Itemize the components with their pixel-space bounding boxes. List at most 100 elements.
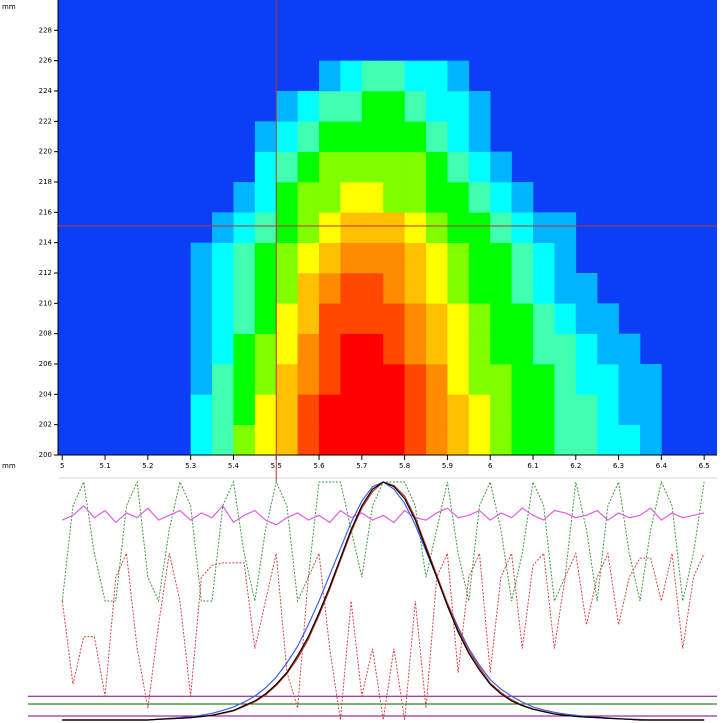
heat-cell — [532, 242, 555, 274]
heat-cell — [190, 242, 213, 274]
heat-cell — [212, 242, 234, 274]
heat-cell — [490, 151, 512, 183]
x-tick-label: 5.9 — [442, 462, 453, 470]
heat-cell — [190, 273, 213, 304]
heat-cell — [276, 242, 298, 274]
heat-cell — [383, 182, 405, 213]
heat-cell — [468, 273, 491, 304]
heat-cell — [639, 424, 662, 456]
heat-cell — [361, 91, 384, 122]
heat-cell — [297, 121, 320, 152]
heat-cell — [554, 212, 577, 243]
heat-cell — [233, 333, 256, 365]
heat-cell — [490, 394, 512, 425]
heat-cell — [468, 91, 491, 122]
heat-cell — [511, 212, 534, 243]
y-tick-label: 218 — [39, 178, 52, 186]
heat-cell — [383, 364, 405, 395]
heat-cell — [511, 333, 534, 365]
heat-cell — [511, 273, 534, 304]
heat-cell — [361, 151, 384, 183]
heat-cell — [404, 121, 427, 152]
heat-cell — [361, 242, 384, 274]
heat-cell — [212, 212, 234, 243]
heat-cell — [383, 121, 405, 152]
x-tick-label: 5.6 — [313, 462, 325, 470]
x-tick-label: 6 — [488, 462, 493, 470]
heat-cell — [254, 424, 277, 456]
heat-cell — [340, 424, 363, 456]
x-tick-label: 5.4 — [228, 462, 240, 470]
heat-cell — [447, 182, 470, 213]
heat-cell — [340, 394, 363, 425]
heat-cell — [511, 394, 534, 425]
heat-cell — [276, 273, 298, 304]
heat-cell — [319, 60, 341, 92]
heat-cell — [361, 273, 384, 304]
heat-cell — [383, 273, 405, 304]
heat-cell — [404, 303, 427, 334]
x-tick-label: 5.1 — [100, 462, 111, 470]
y-tick-label: 210 — [39, 299, 52, 307]
heat-cell — [618, 394, 641, 425]
heat-cell — [468, 151, 491, 183]
heat-cell — [426, 303, 448, 334]
heat-cell — [340, 364, 363, 395]
heat-cell — [468, 121, 491, 152]
y-tick-label: 204 — [39, 390, 53, 398]
heat-cell — [383, 303, 405, 334]
heat-cell — [297, 242, 320, 274]
heat-cell — [447, 364, 470, 395]
heat-cell — [254, 394, 277, 425]
heat-cell — [597, 364, 619, 395]
heat-cell — [254, 303, 277, 334]
heat-cell — [254, 182, 277, 213]
heat-cell — [426, 60, 448, 92]
heat-cell — [618, 333, 641, 365]
heat-cell — [554, 273, 577, 304]
heat-cell — [426, 424, 448, 456]
heat-cell — [340, 151, 363, 183]
heat-cell — [532, 273, 555, 304]
heat-cell — [190, 364, 213, 395]
heat-cell — [597, 303, 619, 334]
y-tick-label: 226 — [39, 57, 53, 65]
heat-cell — [575, 303, 598, 334]
heat-cell — [575, 364, 598, 395]
heat-cell — [447, 242, 470, 274]
heat-cell — [276, 151, 298, 183]
heat-cell — [575, 424, 598, 456]
heat-cell — [490, 424, 512, 456]
heat-cell — [468, 333, 491, 365]
x-tick-label: 6.5 — [699, 462, 710, 470]
heat-cell — [319, 212, 341, 243]
heat-cell — [297, 333, 320, 365]
heat-cell — [212, 424, 234, 456]
heat-cell — [426, 151, 448, 183]
heat-cell — [639, 364, 662, 395]
heat-cell — [297, 182, 320, 213]
heat-cell — [276, 364, 298, 395]
x-tick-label: 6.4 — [656, 462, 668, 470]
heat-cell — [639, 394, 662, 425]
heat-cell — [383, 60, 405, 92]
heat-cell — [404, 364, 427, 395]
heat-cell — [447, 424, 470, 456]
heat-cell — [276, 121, 298, 152]
heat-cell — [532, 394, 555, 425]
y-tick-label: 200 — [39, 451, 52, 459]
heat-cell — [297, 273, 320, 304]
heat-cell — [340, 273, 363, 304]
heat-cell — [511, 364, 534, 395]
heat-cell — [297, 424, 320, 456]
heat-cell — [340, 182, 363, 213]
heat-cell — [233, 182, 256, 213]
heat-cell — [404, 182, 427, 213]
heat-cell — [426, 91, 448, 122]
heat-cell — [597, 424, 619, 456]
heat-cell — [468, 424, 491, 456]
heat-cell — [276, 333, 298, 365]
heat-cell — [276, 91, 298, 122]
heat-cell — [447, 303, 470, 334]
y-tick-label: 214 — [39, 239, 53, 247]
